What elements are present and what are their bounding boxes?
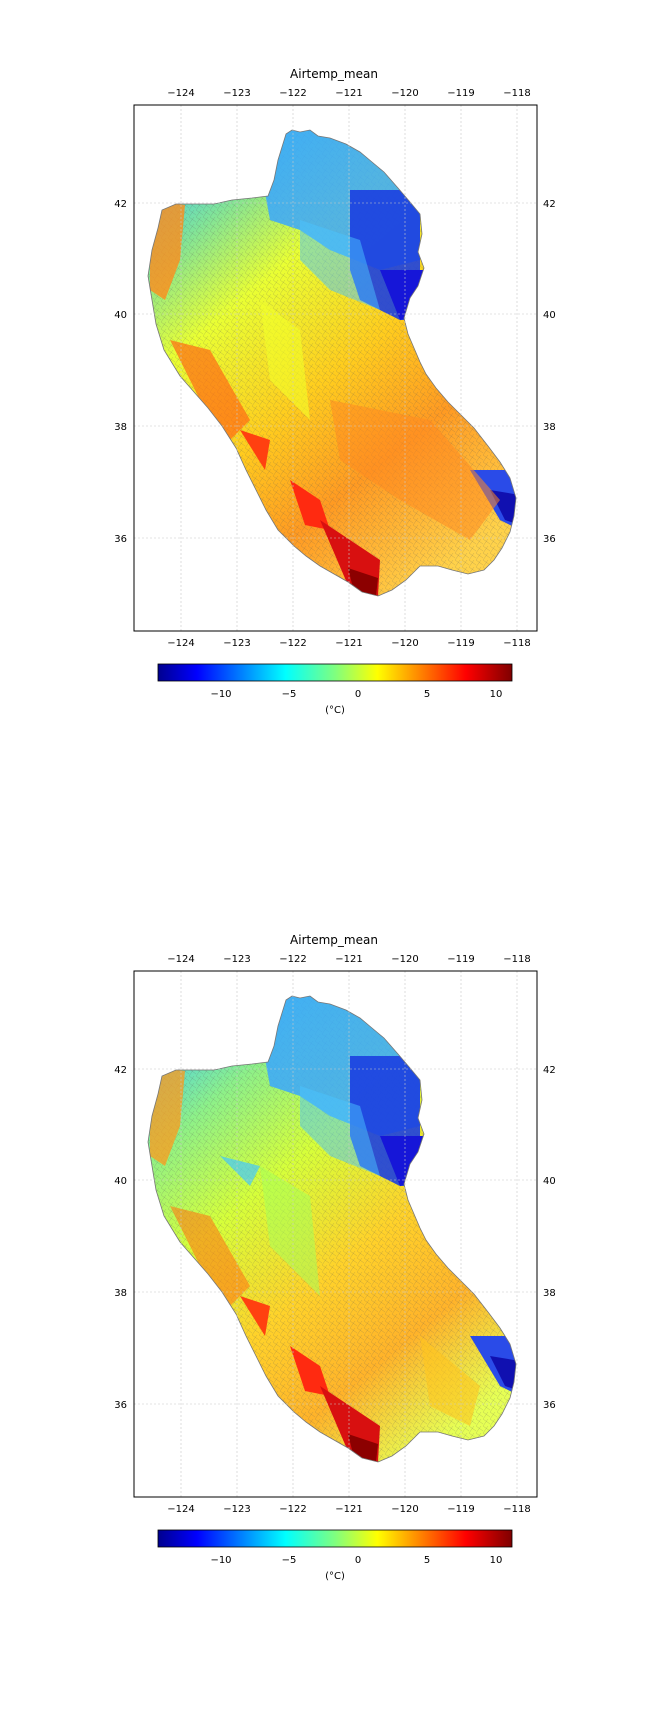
svg-text:−123: −123 <box>223 1504 250 1515</box>
svg-text:38: 38 <box>114 1288 127 1299</box>
svg-text:−118: −118 <box>503 954 530 965</box>
svg-text:−118: −118 <box>503 1504 530 1515</box>
svg-text:−119: −119 <box>447 1504 474 1515</box>
svg-text:42: 42 <box>114 199 127 210</box>
svg-text:42: 42 <box>543 199 556 210</box>
watershed-map <box>148 130 516 596</box>
colorbar-unit-label: (°C) <box>325 1571 345 1582</box>
lat-ticks-right: 42 40 38 36 <box>543 1065 556 1411</box>
svg-text:−123: −123 <box>223 88 250 99</box>
map-title: Airtemp_mean <box>290 933 378 947</box>
svg-text:38: 38 <box>543 1288 556 1299</box>
lon-ticks-top: −124 −123 −122 −121 −120 −119 −118 <box>167 954 530 965</box>
svg-text:10: 10 <box>490 689 503 700</box>
svg-text:−119: −119 <box>447 638 474 649</box>
lon-ticks-bottom: −124 −123 −122 −121 −120 −119 −118 <box>167 638 530 649</box>
svg-text:−124: −124 <box>167 1504 194 1515</box>
svg-text:−119: −119 <box>447 88 474 99</box>
svg-text:10: 10 <box>490 1555 503 1566</box>
lat-ticks-right: 42 40 38 36 <box>543 199 556 545</box>
grid-lines <box>134 971 537 1497</box>
svg-text:−120: −120 <box>391 88 418 99</box>
grid-lines <box>134 105 537 631</box>
svg-text:−118: −118 <box>503 88 530 99</box>
lon-ticks-bottom: −124 −123 −122 −121 −120 −119 −118 <box>167 1504 530 1515</box>
axes-frame <box>133 970 538 1498</box>
svg-text:−122: −122 <box>279 954 306 965</box>
map-panel-2: Airtemp_mean −124 −123 − <box>114 933 556 1582</box>
svg-text:36: 36 <box>543 1400 556 1411</box>
map-title: Airtemp_mean <box>290 67 378 81</box>
lon-ticks-top: −124 −123 −122 −121 −120 −119 −118 <box>167 88 530 99</box>
axes-frame <box>133 104 538 632</box>
svg-text:−5: −5 <box>282 689 297 700</box>
svg-text:−10: −10 <box>210 689 231 700</box>
svg-text:0: 0 <box>355 1555 361 1566</box>
svg-text:−121: −121 <box>335 88 362 99</box>
svg-text:−124: −124 <box>167 954 194 965</box>
svg-text:−122: −122 <box>279 638 306 649</box>
map-panel-1: Airtemp_mean <box>114 67 556 716</box>
svg-text:5: 5 <box>424 1555 430 1566</box>
svg-text:36: 36 <box>114 534 127 545</box>
svg-text:36: 36 <box>114 1400 127 1411</box>
lat-ticks-left: 42 40 38 36 <box>114 199 127 545</box>
svg-text:38: 38 <box>114 422 127 433</box>
svg-text:−122: −122 <box>279 1504 306 1515</box>
svg-text:−124: −124 <box>167 638 194 649</box>
svg-text:−120: −120 <box>391 638 418 649</box>
svg-text:−122: −122 <box>279 88 306 99</box>
svg-text:40: 40 <box>543 310 556 321</box>
colorbar: −10 −5 0 5 10 (°C) <box>157 663 513 716</box>
watershed-map <box>148 996 516 1462</box>
svg-text:−10: −10 <box>210 1555 231 1566</box>
svg-text:−5: −5 <box>282 1555 297 1566</box>
svg-text:−123: −123 <box>223 954 250 965</box>
svg-text:−121: −121 <box>335 638 362 649</box>
svg-text:0: 0 <box>355 689 361 700</box>
svg-text:40: 40 <box>543 1176 556 1187</box>
svg-text:36: 36 <box>543 534 556 545</box>
svg-text:40: 40 <box>114 1176 127 1187</box>
svg-text:40: 40 <box>114 310 127 321</box>
svg-text:−121: −121 <box>335 954 362 965</box>
svg-text:−120: −120 <box>391 1504 418 1515</box>
svg-text:−123: −123 <box>223 638 250 649</box>
svg-text:−120: −120 <box>391 954 418 965</box>
lat-ticks-left: 42 40 38 36 <box>114 1065 127 1411</box>
svg-text:−121: −121 <box>335 1504 362 1515</box>
svg-text:42: 42 <box>114 1065 127 1076</box>
colorbar-unit-label: (°C) <box>325 705 345 716</box>
svg-text:38: 38 <box>543 422 556 433</box>
svg-text:−119: −119 <box>447 954 474 965</box>
svg-text:5: 5 <box>424 689 430 700</box>
svg-text:−118: −118 <box>503 638 530 649</box>
svg-text:42: 42 <box>543 1065 556 1076</box>
svg-text:−124: −124 <box>167 88 194 99</box>
colorbar: −10 −5 0 5 10 (°C) <box>157 1529 513 1582</box>
